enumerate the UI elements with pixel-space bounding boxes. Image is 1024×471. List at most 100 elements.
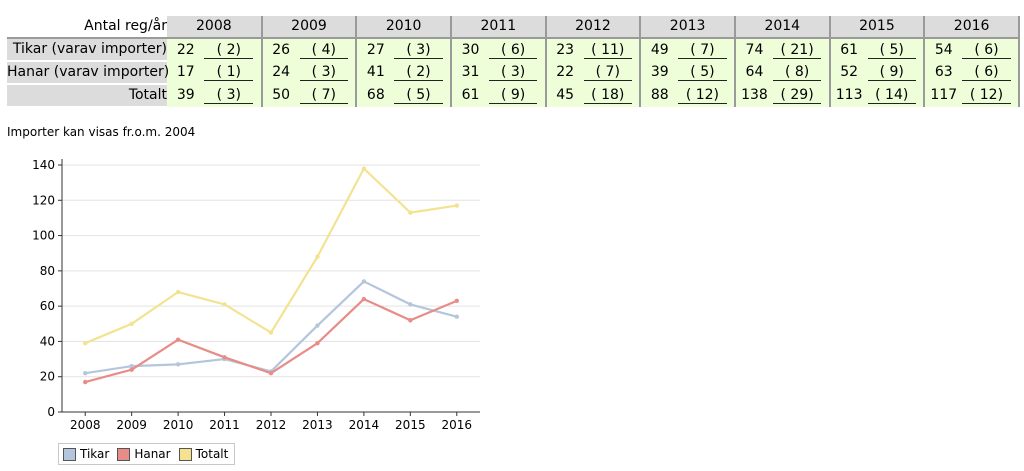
table-cell: 117( 12) — [924, 84, 1020, 107]
data-point — [268, 370, 274, 376]
y-tick-label: 140 — [32, 158, 55, 172]
cell-imports: ( 3) — [394, 40, 443, 59]
year-header: 2015 — [829, 16, 926, 39]
data-point — [361, 279, 367, 284]
table-cell: 17 ( 1) — [167, 61, 263, 84]
cell-imports: ( 21) — [773, 40, 822, 59]
x-tick-label: 2009 — [116, 418, 147, 432]
series-line-tikar — [85, 280, 458, 375]
cell-imports: ( 2) — [394, 62, 443, 81]
y-tick-label: 20 — [40, 370, 55, 384]
cell-value: 31 — [461, 64, 480, 80]
year-header: 2012 — [545, 16, 642, 39]
cell-imports: ( 6) — [962, 62, 1011, 81]
table-row: Tikar (varav importer) 22 ( 2) 26 ( 4) 27 ( 3)… — [7, 38, 1020, 62]
cell-imports: ( 12) — [678, 85, 727, 104]
import-note: Importer kan visas fr.o.m. 2004 — [7, 125, 196, 139]
table-cell: 61 ( 9) — [450, 84, 547, 107]
table-cell: 41 ( 2) — [356, 61, 452, 84]
y-tick-label: 40 — [40, 334, 55, 348]
legend-item: Hanar — [117, 447, 171, 461]
cell-imports: ( 11) — [583, 40, 632, 59]
cell-value: 88 — [650, 87, 669, 103]
table-cell: 26 ( 4) — [261, 38, 358, 61]
year-header: 2014 — [734, 16, 831, 39]
series-lines — [83, 166, 459, 385]
table-cell: 45 ( 18) — [545, 84, 642, 107]
axes — [58, 159, 480, 416]
table-cell: 39 ( 5) — [640, 61, 736, 84]
grid-lines — [62, 164, 480, 378]
cell-imports: ( 7) — [678, 40, 727, 59]
cell-imports: ( 7) — [299, 85, 348, 104]
cell-value: 39 — [176, 87, 195, 103]
legend-label: Totalt — [195, 447, 229, 461]
table-cell: 54 ( 6) — [924, 38, 1020, 61]
table-cell: 52 ( 9) — [829, 61, 926, 84]
cell-value: 74 — [745, 41, 764, 58]
year-header: 2008 — [167, 16, 263, 39]
cell-value: 49 — [650, 41, 669, 58]
table-cell: 64 ( 8) — [734, 61, 831, 84]
cell-imports: ( 6) — [489, 40, 538, 59]
table-cell: 39 ( 3) — [167, 84, 263, 107]
data-point — [361, 296, 367, 302]
table-cell: 31 ( 3) — [450, 61, 547, 84]
cell-imports: ( 14) — [867, 85, 916, 104]
data-point — [315, 340, 320, 346]
table-cell: 23 ( 11) — [545, 38, 642, 61]
table-cell: 138 ( 29) — [734, 84, 831, 107]
data-point — [408, 210, 413, 215]
data-point — [129, 367, 134, 372]
cell-value: 64 — [745, 64, 764, 80]
cell-imports: ( 6) — [962, 40, 1011, 59]
cell-value: 23 — [556, 41, 575, 58]
table-cell: 113( 14) — [829, 84, 926, 107]
y-tick-label: 80 — [40, 264, 55, 278]
x-tick-label: 2015 — [395, 418, 426, 432]
cell-value: 138 — [741, 87, 768, 103]
data-point — [268, 330, 274, 335]
cell-value: 50 — [272, 87, 291, 103]
table-cell: 50 ( 7) — [261, 84, 358, 107]
year-header: 2016 — [924, 16, 1020, 39]
cell-value: 39 — [650, 64, 669, 80]
cell-imports: ( 4) — [299, 40, 348, 59]
cell-value: 24 — [272, 64, 291, 80]
y-tick-label: 120 — [32, 193, 55, 207]
table-cell: 74 ( 21) — [734, 38, 831, 61]
year-header: 2010 — [356, 16, 452, 39]
data-point — [408, 318, 413, 323]
cell-imports: ( 8) — [773, 62, 822, 81]
table-cell: 68 ( 5) — [356, 84, 452, 107]
table-row: Totalt 39 ( 3) 50 ( 7) 68 ( 5) 61 ( 9) 45 ( 18) 88 (… — [7, 84, 1020, 108]
legend-item: Totalt — [178, 447, 229, 461]
data-point — [129, 363, 134, 369]
x-tick-label: 2016 — [442, 418, 473, 432]
data-point — [129, 321, 134, 326]
cell-imports: ( 9) — [867, 62, 916, 81]
y-tick-label: 100 — [32, 229, 55, 243]
table-cell: 22 ( 7) — [545, 61, 642, 84]
cell-value: 68 — [366, 87, 385, 103]
legend-item: Tikar — [63, 447, 109, 461]
chart-legend: Tikar Hanar Totalt — [58, 443, 236, 465]
data-point — [83, 370, 88, 376]
row-label: Hanar (varav importer) — [7, 61, 169, 85]
cell-value: 27 — [366, 41, 385, 58]
legend-swatch — [178, 447, 192, 461]
cell-value: 61 — [840, 41, 859, 58]
cell-imports: ( 12) — [962, 85, 1011, 104]
year-header: 2013 — [640, 16, 736, 39]
cell-imports: ( 7) — [583, 62, 632, 81]
data-point — [83, 379, 88, 385]
cell-imports: ( 3) — [204, 85, 254, 104]
table-cell: 88 ( 12) — [640, 84, 736, 107]
cell-value: 41 — [366, 64, 385, 80]
table-row: Hanar (varav importer) 17 ( 1) 24 ( 3) 41 ( 2)… — [7, 61, 1020, 85]
data-point — [315, 323, 320, 328]
cell-value: 117 — [930, 87, 958, 103]
legend-label: Hanar — [134, 447, 171, 461]
data-point — [315, 254, 320, 259]
cell-imports: ( 5) — [394, 85, 443, 104]
